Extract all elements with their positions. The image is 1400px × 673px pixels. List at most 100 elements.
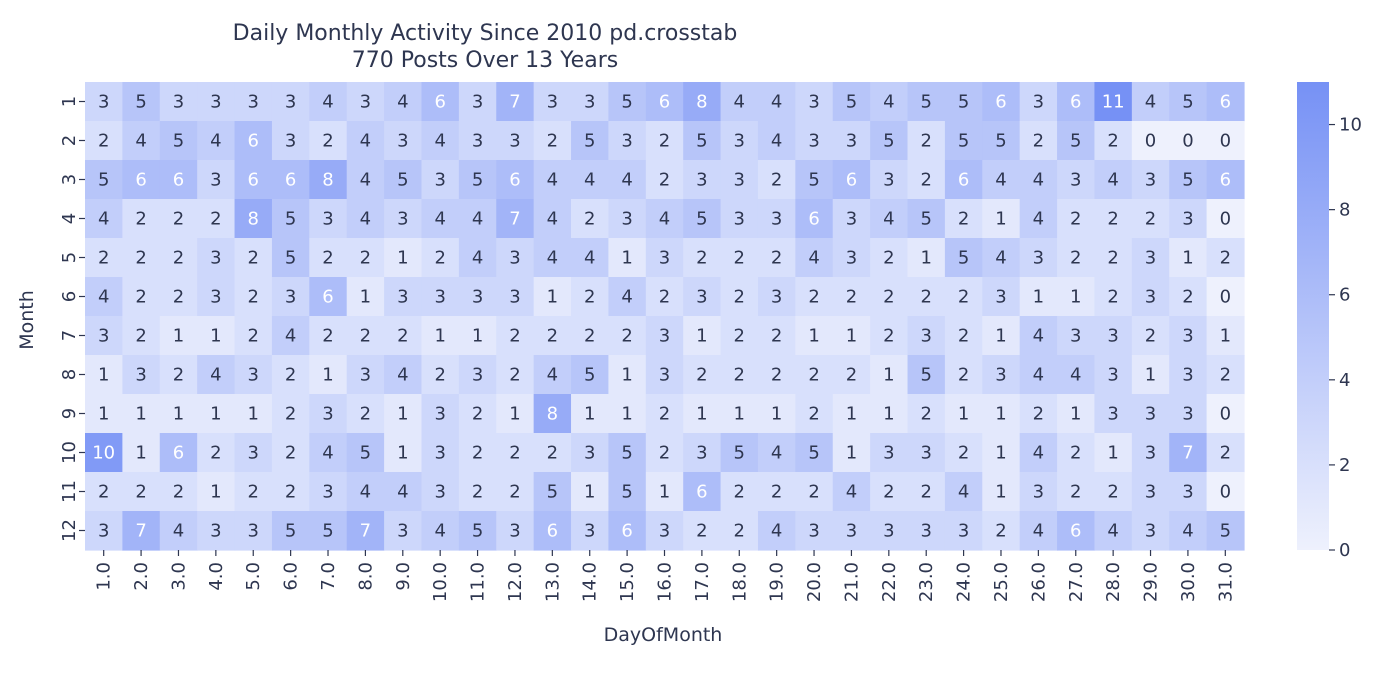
heatmap-cell (1057, 472, 1096, 512)
heatmap-cell (608, 277, 647, 317)
cell-value-label: 8 (322, 170, 333, 191)
cell-value-label: 3 (1145, 443, 1156, 464)
cell-value-label: 2 (98, 248, 109, 269)
cell-value-label: 2 (1220, 365, 1231, 386)
x-tick-label: 1.0 (94, 562, 115, 591)
cell-value-label: 4 (1033, 365, 1044, 386)
cell-value-label: 7 (509, 209, 520, 230)
heatmap-cell (458, 82, 497, 122)
x-tick-label: 27.0 (1066, 562, 1087, 602)
cell-value-label: 2 (659, 287, 670, 308)
cell-value-label: 1 (1107, 443, 1118, 464)
cell-value-label: 3 (285, 131, 296, 152)
cell-value-label: 2 (285, 482, 296, 503)
cell-value-label: 4 (659, 209, 670, 230)
heatmap-cell (122, 121, 161, 161)
heatmap-cell (309, 121, 348, 161)
heatmap-cell (1131, 160, 1170, 200)
colorbar-tick-label: 2 (1339, 455, 1350, 476)
cell-value-label: 1 (173, 404, 184, 425)
heatmap-cell (384, 277, 423, 317)
cell-value-label: 3 (472, 365, 483, 386)
heatmap-cell (421, 199, 460, 239)
cell-value-label: 2 (883, 326, 894, 347)
heatmap-cell (122, 277, 161, 317)
cell-value-label: 6 (995, 92, 1006, 113)
cell-value-label: 1 (584, 482, 595, 503)
heatmap-cell (1206, 355, 1245, 395)
heatmap-cell (271, 121, 310, 161)
heatmap-cell (1169, 238, 1208, 278)
heatmap-cell (533, 82, 572, 122)
heatmap-cell (85, 82, 123, 122)
heatmap-cell (907, 277, 946, 317)
cell-value-label: 3 (659, 521, 670, 542)
cell-value-label: 0 (1182, 131, 1193, 152)
heatmap-cell (309, 199, 348, 239)
heatmap-cell (907, 511, 946, 551)
cell-value-label: 2 (920, 131, 931, 152)
cell-value-label: 2 (1107, 131, 1118, 152)
cell-value-label: 3 (1145, 248, 1156, 269)
heatmap-cell (122, 316, 161, 356)
cell-value-label: 2 (734, 326, 745, 347)
cell-value-label: 3 (584, 521, 595, 542)
heatmap-cell (982, 82, 1021, 122)
heatmap-cell (944, 433, 983, 473)
cell-value-label: 5 (135, 92, 146, 113)
heatmap-cell (197, 433, 236, 473)
heatmap-cell (271, 238, 310, 278)
cell-value-label: 3 (210, 92, 221, 113)
heatmap-cell (571, 316, 610, 356)
cell-value-label: 7 (1182, 443, 1193, 464)
x-tick-label: 13.0 (542, 562, 563, 602)
x-axis-label: DayOfMonth (604, 624, 723, 646)
cell-value-label: 6 (173, 170, 184, 191)
heatmap-cell (458, 355, 497, 395)
cell-value-label: 2 (734, 521, 745, 542)
heatmap-cell (159, 160, 198, 200)
heatmap-cell (421, 472, 460, 512)
cell-value-label: 3 (734, 131, 745, 152)
cell-value-label: 2 (958, 287, 969, 308)
cell-value-label: 1 (846, 404, 857, 425)
chart-subtitle: 770 Posts Over 13 Years (352, 48, 618, 73)
heatmap-cell (533, 355, 572, 395)
heatmap-cell (496, 160, 535, 200)
heatmap-cell (1019, 394, 1058, 434)
heatmap-cell (234, 511, 273, 551)
cell-value-label: 4 (584, 248, 595, 269)
cell-value-label: 3 (920, 326, 931, 347)
cell-value-label: 1 (360, 287, 371, 308)
heatmap-cell (384, 121, 423, 161)
heatmap-cell (122, 433, 161, 473)
cell-value-label: 1 (210, 326, 221, 347)
heatmap-cell (608, 82, 647, 122)
heatmap-cell (1094, 82, 1133, 122)
cell-value-label: 5 (285, 248, 296, 269)
heatmap-cell (645, 160, 684, 200)
cell-value-label: 1 (210, 404, 221, 425)
cell-value-label: 3 (434, 404, 445, 425)
cell-value-label: 0 (1145, 131, 1156, 152)
heatmap-cell (309, 355, 348, 395)
cell-value-label: 3 (584, 92, 595, 113)
heatmap-cell (1206, 238, 1245, 278)
heatmap-cell (982, 160, 1021, 200)
heatmap-cell (571, 160, 610, 200)
heatmap-cell (309, 394, 348, 434)
cell-value-label: 6 (659, 92, 670, 113)
cell-value-label: 2 (434, 365, 445, 386)
colorbar (1297, 82, 1329, 550)
heatmap-cell (645, 433, 684, 473)
cell-value-label: 2 (210, 209, 221, 230)
heatmap-cell (720, 121, 759, 161)
colorbar-ticks: 0 2 4 6 8 10 (1329, 115, 1362, 561)
cell-value-label: 1 (1220, 326, 1231, 347)
x-tick-label: 22.0 (879, 562, 900, 602)
cell-value-label: 3 (659, 365, 670, 386)
y-tick-label: 2 (59, 135, 80, 146)
cell-value-label: 2 (509, 443, 520, 464)
heatmap-cell (458, 472, 497, 512)
heatmap-cell (1206, 511, 1245, 551)
